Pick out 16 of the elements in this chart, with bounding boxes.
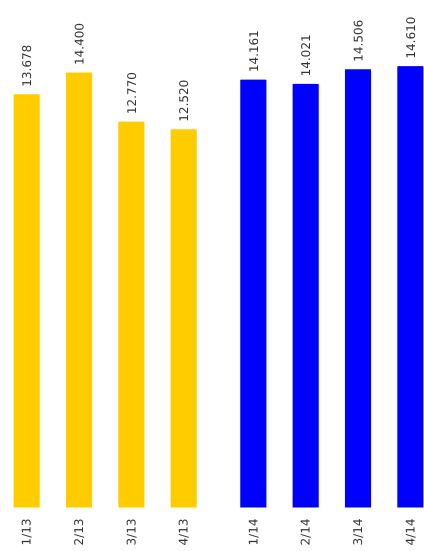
- data-label: 14.610: [404, 16, 418, 59]
- x-tick-label: 2/14: [298, 518, 313, 546]
- x-tick-label: 4/14: [403, 518, 418, 546]
- x-tick-label: 3/13: [124, 518, 138, 546]
- data-label: 12.520: [177, 80, 192, 122]
- data-label: 13.678: [20, 44, 34, 87]
- data-label: 14.400: [72, 22, 87, 65]
- data-label: 12.770: [124, 72, 139, 114]
- x-tick-label: 2/13: [72, 518, 86, 546]
- x-tick-label: 1/14: [246, 518, 260, 546]
- data-label: 14.161: [246, 30, 261, 72]
- data-label: 14.021: [299, 34, 314, 76]
- x-tick-label: 3/14: [351, 518, 366, 546]
- data-label: 14.506: [352, 20, 366, 62]
- x-tick-label: 1/13: [20, 518, 34, 546]
- x-tick-label: 4/13: [176, 518, 191, 546]
